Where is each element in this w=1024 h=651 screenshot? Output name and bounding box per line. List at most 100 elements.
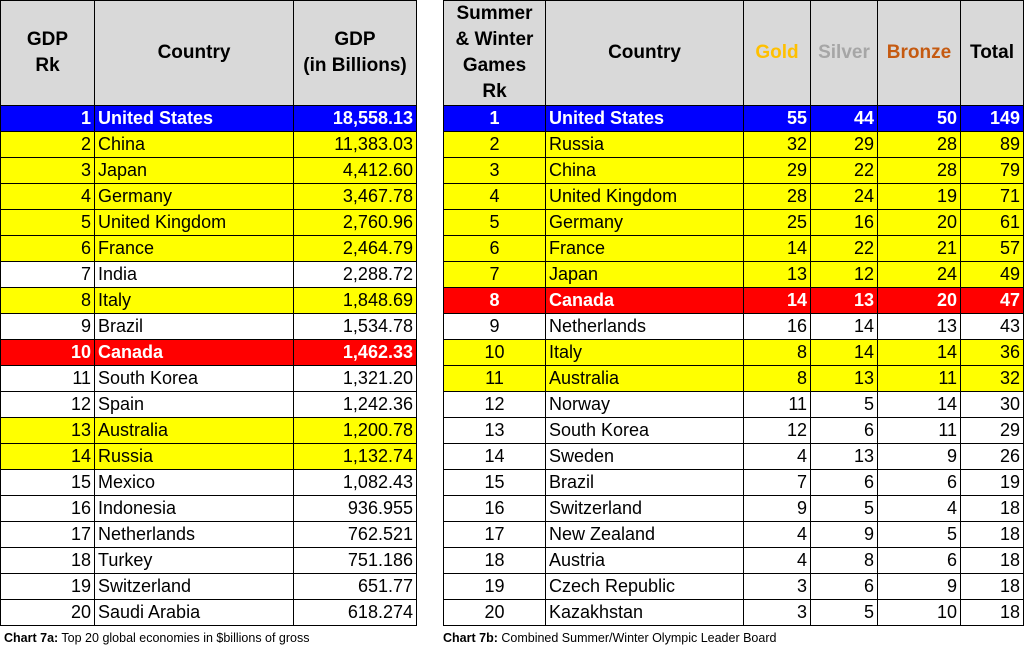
gdp-rank-cell: 14 xyxy=(0,443,95,470)
gdp-rank-header: GDP Rk xyxy=(0,0,95,106)
gold-cell: 3 xyxy=(743,599,811,626)
medal-row: 9 Netherlands 16 14 13 43 xyxy=(443,313,1024,340)
gdp-country-cell: Germany xyxy=(94,183,294,210)
gdp-value-cell: 2,288.72 xyxy=(293,261,417,288)
gold-cell: 14 xyxy=(743,287,811,314)
medal-country-cell: United States xyxy=(545,105,744,132)
gdp-value-cell: 1,534.78 xyxy=(293,313,417,340)
gdp-country-cell: Spain xyxy=(94,391,294,418)
gdp-rank-cell: 9 xyxy=(0,313,95,340)
total-cell: 18 xyxy=(960,599,1024,626)
total-cell: 32 xyxy=(960,365,1024,392)
medal-rank-header: Summer & Winter Games Rk xyxy=(443,0,546,106)
gdp-value-header: GDP (in Billions) xyxy=(293,0,417,106)
medal-caption-label: Chart 7b: xyxy=(443,631,498,645)
total-cell: 19 xyxy=(960,469,1024,496)
gdp-table: GDP Rk Country GDP (in Billions) 1 United… xyxy=(0,0,417,626)
total-cell: 29 xyxy=(960,417,1024,444)
gdp-row: 12 Spain 1,242.36 xyxy=(0,391,417,418)
bronze-cell: 5 xyxy=(877,521,961,548)
medal-row: 17 New Zealand 4 9 5 18 xyxy=(443,521,1024,548)
gdp-rank-cell: 15 xyxy=(0,469,95,496)
gdp-rank-cell: 2 xyxy=(0,131,95,158)
medal-country-cell: Austria xyxy=(545,547,744,574)
gdp-row: 15 Mexico 1,082.43 xyxy=(0,469,417,496)
gdp-value-cell: 4,412.60 xyxy=(293,157,417,184)
gdp-value-cell: 1,200.78 xyxy=(293,417,417,444)
bronze-cell: 20 xyxy=(877,287,961,314)
medal-rank-cell: 13 xyxy=(443,417,546,444)
total-cell: 71 xyxy=(960,183,1024,210)
gdp-country-cell: India xyxy=(94,261,294,288)
silver-cell: 13 xyxy=(810,443,878,470)
gdp-value-cell: 936.955 xyxy=(293,495,417,522)
gdp-row: 19 Switzerland 651.77 xyxy=(0,573,417,600)
gdp-value-cell: 1,462.33 xyxy=(293,339,417,366)
medal-country-cell: United Kingdom xyxy=(545,183,744,210)
gdp-country-cell: Switzerland xyxy=(94,573,294,600)
gdp-country-cell: Russia xyxy=(94,443,294,470)
medal-row: 12 Norway 11 5 14 30 xyxy=(443,391,1024,418)
silver-cell: 14 xyxy=(810,313,878,340)
medal-table-body: 1 United States 55 44 50 149 2 Russia 32 29 28 89 3 C… xyxy=(443,105,1024,626)
medal-row: 15 Brazil 7 6 6 19 xyxy=(443,469,1024,496)
medal-rank-cell: 4 xyxy=(443,183,546,210)
bronze-cell: 4 xyxy=(877,495,961,522)
gdp-country-cell: Mexico xyxy=(94,469,294,496)
gdp-value-cell: 1,082.43 xyxy=(293,469,417,496)
medal-rank-cell: 2 xyxy=(443,131,546,158)
medal-rank-cell: 15 xyxy=(443,469,546,496)
gdp-rank-cell: 18 xyxy=(0,547,95,574)
medal-row: 18 Austria 4 8 6 18 xyxy=(443,547,1024,574)
bronze-cell: 6 xyxy=(877,469,961,496)
gdp-country-cell: Japan xyxy=(94,157,294,184)
gdp-rank-cell: 1 xyxy=(0,105,95,132)
medal-country-cell: Czech Republic xyxy=(545,573,744,600)
medal-rank-cell: 11 xyxy=(443,365,546,392)
gdp-country-cell: Canada xyxy=(94,339,294,366)
gdp-country-cell: Brazil xyxy=(94,313,294,340)
gdp-row: 6 France 2,464.79 xyxy=(0,235,417,262)
medal-row: 10 Italy 8 14 14 36 xyxy=(443,339,1024,366)
silver-cell: 13 xyxy=(810,365,878,392)
total-cell: 149 xyxy=(960,105,1024,132)
bronze-cell: 9 xyxy=(877,573,961,600)
medal-country-cell: Kazakhstan xyxy=(545,599,744,626)
gdp-row: 14 Russia 1,132.74 xyxy=(0,443,417,470)
medal-rank-cell: 7 xyxy=(443,261,546,288)
medal-country-cell: China xyxy=(545,157,744,184)
gdp-row: 8 Italy 1,848.69 xyxy=(0,287,417,314)
bronze-cell: 9 xyxy=(877,443,961,470)
gold-cell: 8 xyxy=(743,365,811,392)
gdp-country-cell: Indonesia xyxy=(94,495,294,522)
medal-country-cell: Germany xyxy=(545,209,744,236)
gdp-rank-cell: 13 xyxy=(0,417,95,444)
gdp-row: 16 Indonesia 936.955 xyxy=(0,495,417,522)
total-header: Total xyxy=(960,0,1024,106)
medal-country-cell: South Korea xyxy=(545,417,744,444)
gdp-rank-cell: 5 xyxy=(0,209,95,236)
total-cell: 30 xyxy=(960,391,1024,418)
gdp-row: 9 Brazil 1,534.78 xyxy=(0,313,417,340)
gdp-caption: Chart 7a: Top 20 global economies in $bi… xyxy=(4,631,310,645)
silver-cell: 5 xyxy=(810,599,878,626)
total-cell: 49 xyxy=(960,261,1024,288)
gold-cell: 3 xyxy=(743,573,811,600)
medal-country-cell: New Zealand xyxy=(545,521,744,548)
medal-row: 8 Canada 14 13 20 47 xyxy=(443,287,1024,314)
medal-rank-cell: 19 xyxy=(443,573,546,600)
medal-rank-cell: 20 xyxy=(443,599,546,626)
gdp-value-cell: 1,321.20 xyxy=(293,365,417,392)
gdp-rank-cell: 8 xyxy=(0,287,95,314)
gdp-country-cell: Netherlands xyxy=(94,521,294,548)
bronze-header: Bronze xyxy=(877,0,961,106)
medal-country-cell: Netherlands xyxy=(545,313,744,340)
medal-rank-cell: 5 xyxy=(443,209,546,236)
medal-rank-cell: 16 xyxy=(443,495,546,522)
gdp-country-cell: Turkey xyxy=(94,547,294,574)
gdp-caption-text: Top 20 global economies in $billions of … xyxy=(58,631,310,645)
bronze-cell: 11 xyxy=(877,417,961,444)
gdp-country-cell: United States xyxy=(94,105,294,132)
medal-rank-cell: 17 xyxy=(443,521,546,548)
gdp-value-cell: 3,467.78 xyxy=(293,183,417,210)
